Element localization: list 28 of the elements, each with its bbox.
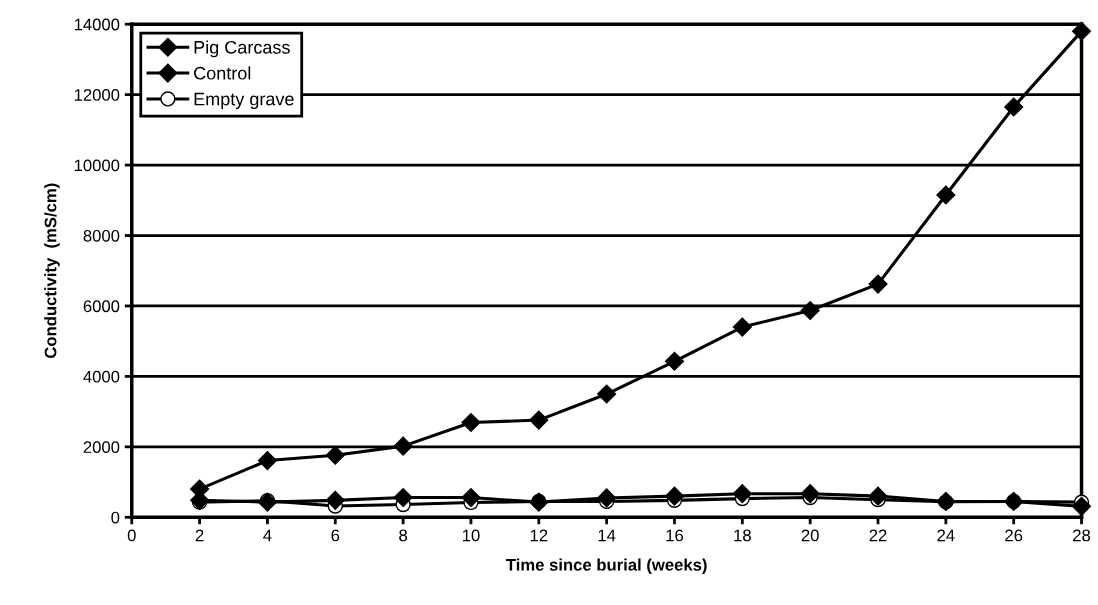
y-tick-label: 10000 [74,159,120,172]
x-tick-label: 4 [263,529,272,542]
x-tick-label: 26 [1005,529,1023,542]
y-tick-label: 4000 [83,370,120,383]
x-tick-label: 20 [801,529,819,542]
x-tick-label: 6 [331,529,340,542]
x-tick-label: 10 [462,529,480,542]
x-tick-label: 8 [399,529,408,542]
x-tick-label: 28 [1073,529,1091,542]
x-tick-label: 22 [869,529,887,542]
y-tick-label: 8000 [83,229,120,242]
y-tick-label: 14000 [74,18,120,31]
legend-label: Pig Carcass [194,40,290,58]
y-tick-label: 6000 [83,300,120,313]
x-tick-label: 0 [127,529,136,542]
y-axis-title: Conductivity (mS/cm) [44,183,60,359]
x-tick-label: 16 [666,529,684,542]
y-tick-label: 2000 [83,441,120,454]
x-tick-label: 18 [734,529,751,542]
x-tick-label: 14 [598,529,616,542]
y-tick-label: 12000 [74,89,120,101]
x-tick-label: 12 [530,529,548,542]
y-tick-label: 0 [111,511,120,524]
x-axis-title: Time since burial (weeks) [506,558,707,575]
x-tick-label: 2 [195,529,204,542]
x-tick-label: 24 [937,529,955,542]
legend-label: Empty grave [194,92,294,109]
legend-label: Control [194,66,251,80]
